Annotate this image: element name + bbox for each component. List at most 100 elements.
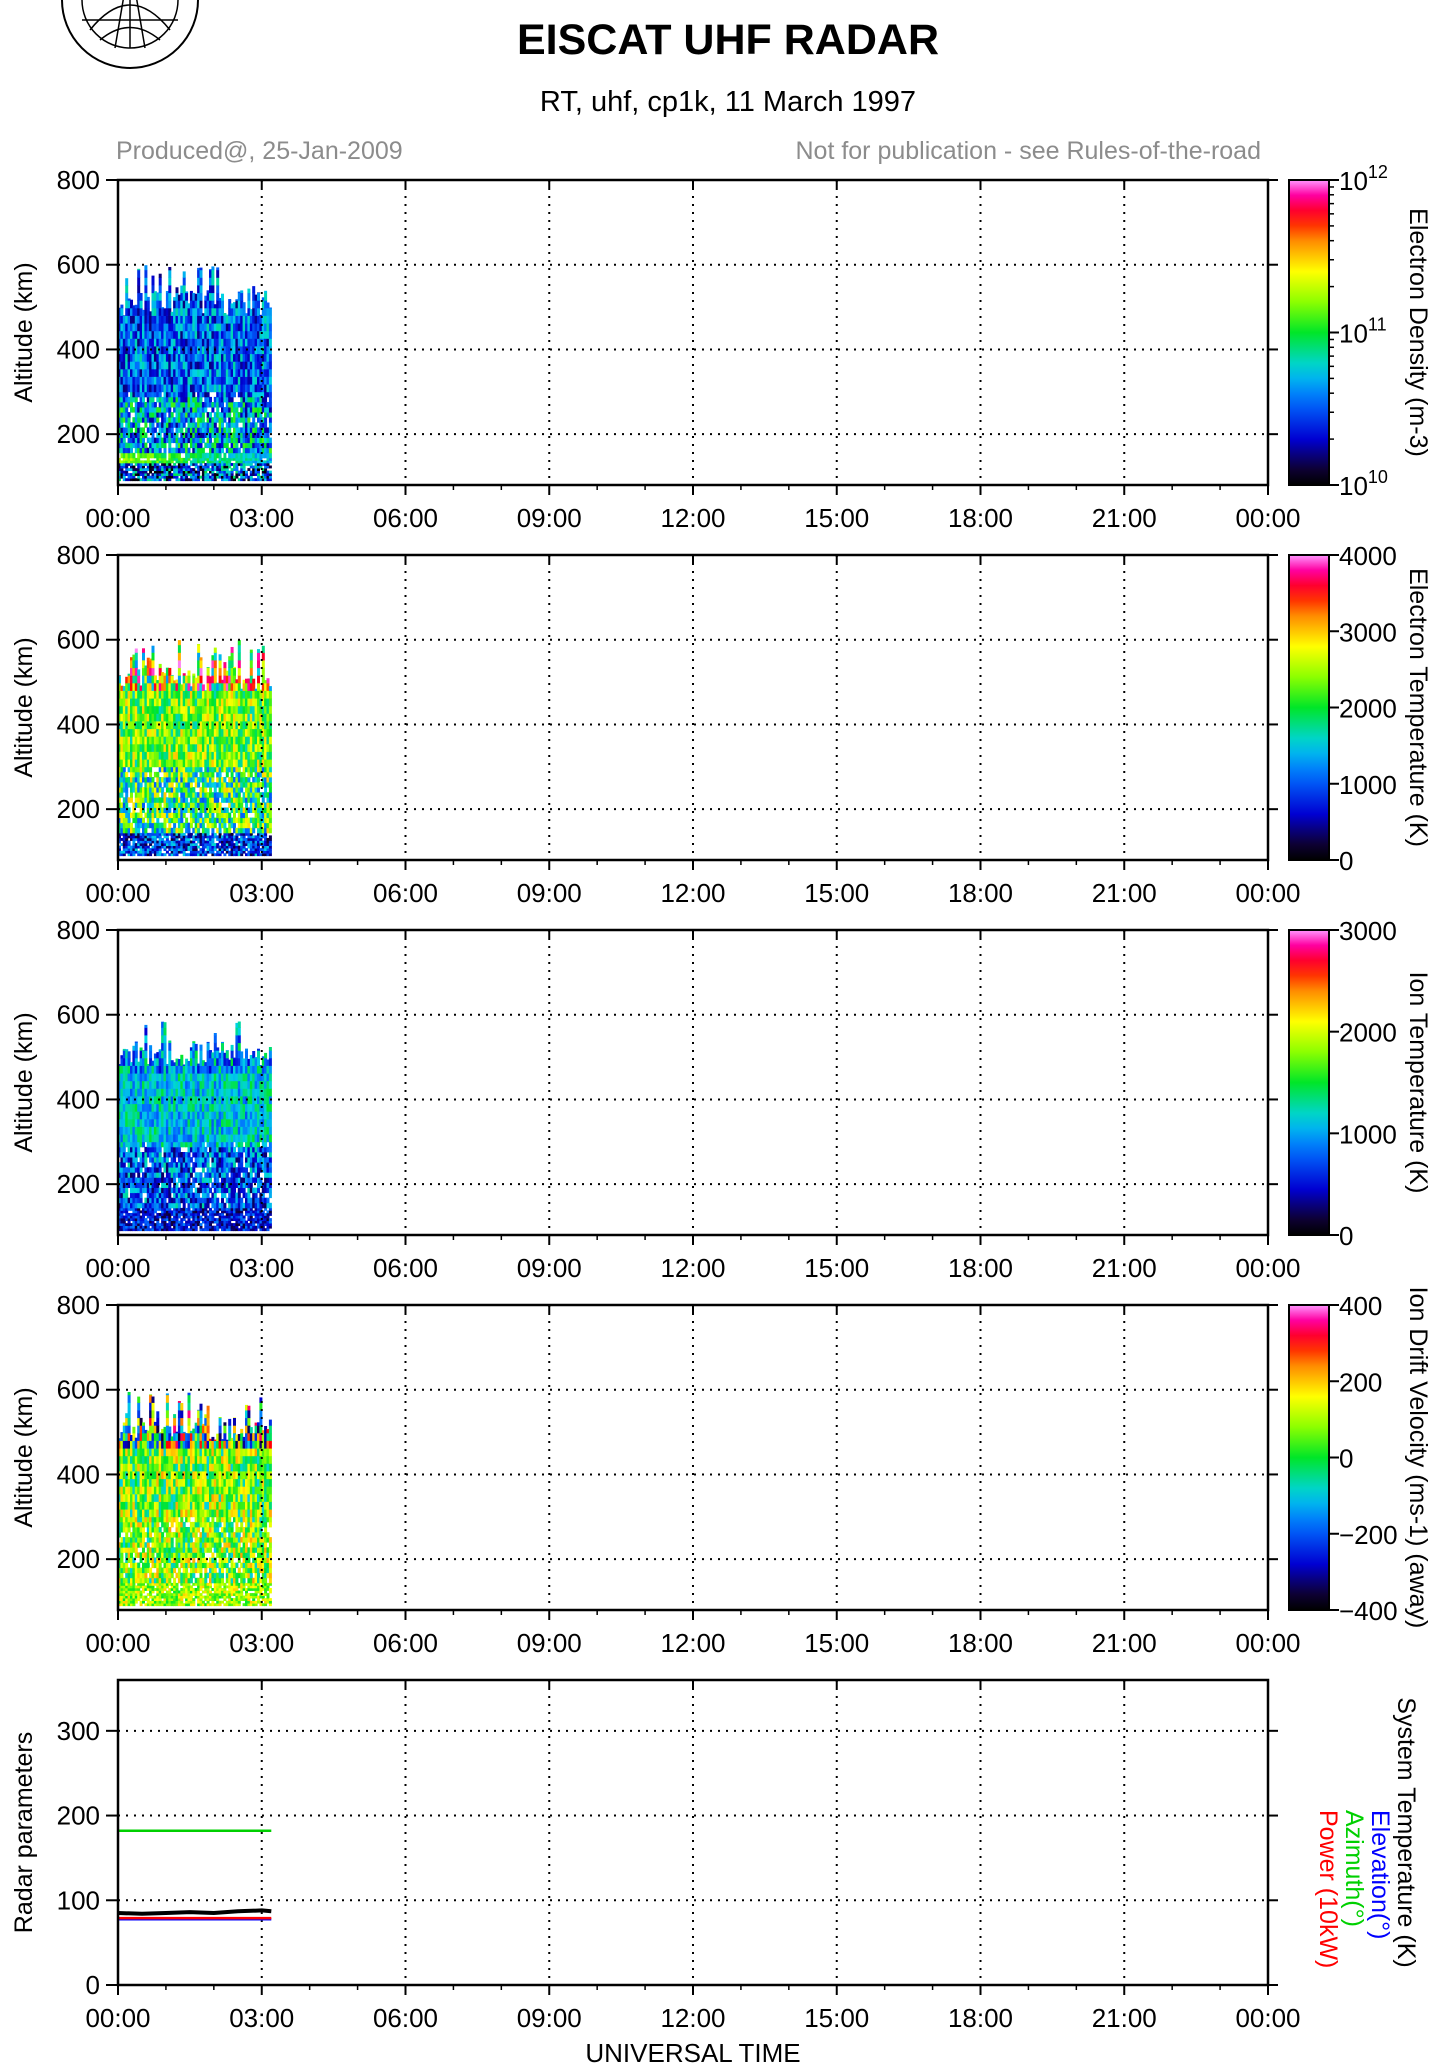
heatmap-cell: [170, 412, 174, 418]
heatmap-cell: [199, 848, 203, 851]
heatmap-cell: [268, 843, 272, 846]
heatmap-cell: [151, 330, 155, 339]
heatmap-cell: [247, 353, 251, 362]
heatmap-cell: [151, 817, 155, 824]
heatmap-cell: [118, 782, 121, 788]
heatmap-cell: [144, 1167, 148, 1173]
heatmap-cell: [153, 840, 157, 844]
heatmap-cell: [158, 782, 162, 788]
heatmap-cell: [235, 323, 239, 332]
heatmap-cell: [242, 353, 246, 362]
heatmap-cell: [199, 300, 203, 309]
heatmap-cell: [201, 743, 205, 752]
heatmap-cell: [247, 838, 251, 841]
heatmap-cell: [209, 475, 212, 479]
heatmap-cell: [235, 437, 239, 444]
heatmap-cell: [182, 391, 186, 398]
heatmap-cell: [125, 1103, 129, 1112]
heatmap-cell: [142, 460, 145, 464]
heatmap-cell: [240, 330, 244, 339]
heatmap-cell: [170, 353, 174, 362]
heatmap-cell: [161, 728, 165, 737]
heatmap-cell: [130, 299, 133, 301]
heatmap-cell: [132, 1220, 136, 1224]
heatmap-cell: [177, 802, 181, 808]
heatmap-cell: [139, 685, 143, 691]
heatmap-cell: [206, 457, 210, 461]
heatmap-cell: [175, 721, 179, 730]
heatmap-cell: [221, 797, 224, 803]
heatmap-cell: [142, 1141, 145, 1148]
heatmap-cell: [156, 1223, 160, 1226]
heatmap-cell: [175, 460, 179, 464]
heatmap-cell: [268, 782, 272, 788]
heatmap-cell: [233, 330, 236, 339]
heatmap-cell: [254, 315, 258, 324]
heatmap-cell: [175, 853, 179, 857]
heatmap-cell: [225, 751, 229, 760]
heatmap-cell: [142, 667, 145, 676]
heatmap-cell: [134, 728, 138, 737]
heatmap-cell: [144, 1024, 148, 1028]
heatmap-cell: [158, 1146, 162, 1153]
heatmap-cell: [242, 771, 246, 778]
heatmap-cell: [249, 361, 253, 370]
heatmap-cell: [144, 736, 148, 745]
heatmap-cell: [168, 353, 172, 362]
heatmap-cell: [125, 1111, 129, 1120]
heatmap-cell: [230, 475, 234, 479]
y-tick-label: 200: [57, 794, 100, 824]
heatmap-cell: [125, 835, 129, 839]
heatmap-cell: [130, 853, 133, 857]
heatmap-cell: [225, 460, 229, 464]
heatmap-cell: [130, 782, 133, 788]
heatmap-cell: [204, 452, 208, 459]
heatmap-cell: [163, 460, 167, 464]
heatmap-cell: [187, 478, 191, 482]
heatmap-cell: [142, 323, 145, 332]
heatmap-cell: [122, 705, 126, 714]
heatmap-cell: [146, 307, 150, 316]
heatmap-cell: [254, 771, 258, 778]
heatmap-cell: [161, 452, 165, 459]
heatmap-cell: [228, 721, 232, 730]
heatmap-cell: [216, 475, 220, 479]
heatmap-cell: [240, 442, 244, 449]
heatmap-cell: [197, 391, 201, 398]
heatmap-cell: [221, 396, 224, 403]
heatmap-cell: [199, 292, 203, 301]
heatmap-cell: [137, 447, 141, 454]
heatmap-cell: [170, 845, 174, 849]
heatmap-cell: [153, 797, 157, 803]
heatmap-cell: [158, 478, 162, 482]
heatmap-cell: [233, 705, 236, 714]
heatmap-cell: [225, 782, 229, 788]
heatmap-cell: [204, 384, 208, 393]
heatmap-cell: [120, 402, 124, 408]
heatmap-cell: [142, 840, 145, 844]
heatmap-cell: [130, 346, 133, 355]
heatmap-cell: [213, 835, 217, 839]
heatmap-cell: [237, 807, 241, 813]
heatmap-cell: [261, 645, 265, 653]
heatmap-cell: [197, 644, 201, 646]
heatmap-cell: [173, 807, 177, 813]
heatmap-cell: [187, 792, 191, 798]
heatmap-cell: [247, 346, 251, 355]
heatmap-cell: [127, 1051, 131, 1059]
heatmap-cell: [247, 427, 251, 433]
heatmap-cell: [158, 1088, 162, 1097]
heatmap-cell: [158, 751, 162, 760]
heatmap-cell: [249, 736, 253, 745]
heatmap-cell: [125, 1152, 129, 1158]
heatmap-cell: [192, 330, 196, 339]
heatmap-cell: [194, 293, 198, 301]
heatmap-cell: [118, 1225, 121, 1229]
heatmap-cell: [173, 297, 177, 301]
heatmap-cell: [228, 802, 232, 808]
heatmap-cell: [151, 728, 155, 737]
heatmap-cell: [242, 728, 246, 737]
heatmap-cell: [261, 843, 265, 846]
heatmap-cell: [264, 792, 268, 798]
heatmap-cell: [170, 391, 174, 398]
